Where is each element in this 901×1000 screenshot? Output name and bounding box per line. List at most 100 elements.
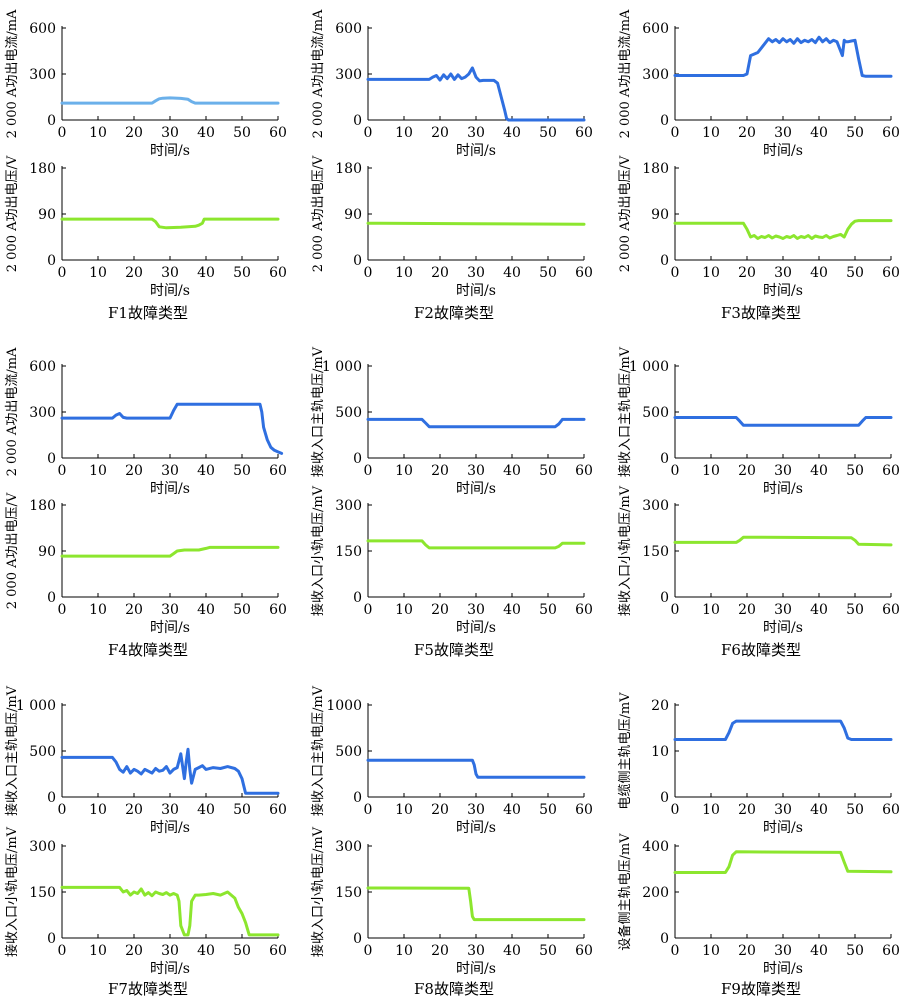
x-tick-label: 0 <box>58 802 67 818</box>
y-tick-label: 300 <box>29 67 56 83</box>
x-tick-label: 50 <box>233 265 251 281</box>
x-axis-label: 时间/s <box>763 481 803 497</box>
y-tick-label: 1 000 <box>629 359 669 375</box>
x-tick-label: 40 <box>197 802 215 818</box>
x-tick-label: 10 <box>702 463 720 479</box>
chart-f4-top: 0 300 600 0 10 20 30 40 50 60 时间/s 2 000 A功出电流/mA <box>5 347 287 497</box>
y-axis-label: 2 000 A功出电流/mA <box>311 9 326 138</box>
y-tick-label: 10 <box>651 744 669 760</box>
y-tick-label: 90 <box>651 207 669 223</box>
x-tick-label: 60 <box>575 463 593 479</box>
x-tick-label: 20 <box>738 602 756 618</box>
y-axis-label: 接收入口主轨电压/mV <box>4 685 20 816</box>
x-tick-label: 50 <box>233 602 251 618</box>
y-tick-label: 0 <box>353 113 362 129</box>
x-tick-label: 10 <box>395 463 413 479</box>
x-tick-label: 50 <box>846 125 864 141</box>
x-tick-label: 10 <box>395 602 413 618</box>
x-tick-label: 50 <box>846 265 864 281</box>
x-tick-label: 10 <box>395 125 413 141</box>
x-axis-label: 时间/s <box>763 820 803 836</box>
series-line <box>673 35 893 78</box>
chart-f2-bottom: 0 90 180 0 10 20 30 40 50 60 时间/s 2 000 A功出电压/V F2故障… <box>311 155 593 322</box>
x-tick-label: 50 <box>539 602 557 618</box>
y-tick-label: 150 <box>335 544 362 560</box>
y-tick-label: 500 <box>335 744 362 760</box>
x-tick-label: 60 <box>269 943 287 959</box>
x-tick-label: 0 <box>671 602 680 618</box>
x-tick-label: 10 <box>89 463 107 479</box>
x-tick-label: 60 <box>882 943 900 959</box>
chart-f8-top: 0 500 1000 0 10 20 30 40 50 60 时间/s 接收入口主轨电压/mV <box>310 685 593 836</box>
figure-caption: F7故障类型 <box>108 980 188 998</box>
x-tick-label: 50 <box>846 463 864 479</box>
x-tick-label: 20 <box>738 802 756 818</box>
x-tick-label: 10 <box>89 125 107 141</box>
x-tick-label: 10 <box>702 602 720 618</box>
x-tick-label: 40 <box>503 943 521 959</box>
figure-caption: F1故障类型 <box>108 304 188 322</box>
series-line <box>60 96 280 105</box>
y-tick-label: 0 <box>353 451 362 467</box>
y-tick-label: 0 <box>660 451 669 467</box>
x-tick-label: 0 <box>58 265 67 281</box>
series-line <box>673 850 893 874</box>
y-axis-label: 接收入口主轨电压/mV <box>310 685 326 816</box>
x-tick-label: 10 <box>702 265 720 281</box>
y-axis-label: 接收入口主轨电压/mV <box>310 346 326 477</box>
x-tick-label: 50 <box>233 802 251 818</box>
x-tick-label: 40 <box>810 943 828 959</box>
x-tick-label: 40 <box>197 265 215 281</box>
x-tick-label: 30 <box>161 943 179 959</box>
x-axis-label: 时间/s <box>150 283 190 299</box>
x-tick-label: 30 <box>467 265 485 281</box>
chart-f5-top: 0 500 1 000 0 10 20 30 40 50 60 时间/s 接收入口主轨电压/mV <box>310 346 593 497</box>
series-line <box>366 66 586 122</box>
y-tick-label: 0 <box>660 931 669 947</box>
x-tick-label: 40 <box>197 943 215 959</box>
series-line <box>366 417 586 429</box>
x-axis-label: 时间/s <box>150 620 190 636</box>
series-line <box>60 885 280 937</box>
y-axis-label: 2 000 A功出电压/V <box>5 492 20 609</box>
x-tick-label: 20 <box>125 125 143 141</box>
x-tick-label: 0 <box>364 265 373 281</box>
figure-caption: F3故障类型 <box>721 304 801 322</box>
x-tick-label: 60 <box>575 125 593 141</box>
y-tick-label: 0 <box>353 590 362 606</box>
x-tick-label: 0 <box>58 943 67 959</box>
x-tick-label: 60 <box>882 265 900 281</box>
x-axis-label: 时间/s <box>763 961 803 977</box>
x-tick-label: 10 <box>395 943 413 959</box>
x-tick-label: 0 <box>364 602 373 618</box>
chart-f7-bottom: 0 150 300 0 10 20 30 40 50 60 时间/s 接收入口小轨电压/mV F7故障类… <box>4 826 287 998</box>
x-tick-label: 40 <box>503 265 521 281</box>
y-tick-label: 1 000 <box>322 359 362 375</box>
x-tick-label: 30 <box>467 602 485 618</box>
chart-f1-top: 0 300 600 0 10 20 30 40 50 60 时间/s 2 000 A功出电流/mA <box>5 9 287 159</box>
y-axis-label: 设备侧主轨电压/mV <box>617 833 633 951</box>
series-line <box>673 719 893 741</box>
x-tick-label: 60 <box>575 802 593 818</box>
x-tick-label: 0 <box>58 463 67 479</box>
y-tick-label: 600 <box>29 359 56 375</box>
x-tick-label: 60 <box>269 265 287 281</box>
y-tick-label: 150 <box>642 544 669 560</box>
y-tick-label: 150 <box>335 885 362 901</box>
y-tick-label: 0 <box>660 253 669 269</box>
y-tick-label: 0 <box>47 790 56 806</box>
x-tick-label: 60 <box>882 125 900 141</box>
x-tick-label: 50 <box>846 802 864 818</box>
y-tick-label: 0 <box>660 590 669 606</box>
y-tick-label: 500 <box>29 744 56 760</box>
x-axis-label: 时间/s <box>763 620 803 636</box>
x-tick-label: 50 <box>539 463 557 479</box>
y-tick-label: 90 <box>344 207 362 223</box>
x-tick-label: 40 <box>810 802 828 818</box>
x-tick-label: 30 <box>161 125 179 141</box>
y-tick-label: 180 <box>642 161 669 177</box>
x-tick-label: 0 <box>364 802 373 818</box>
y-axis-label: 接收入口小轨电压/mV <box>617 485 633 616</box>
series-line <box>366 758 586 779</box>
y-tick-label: 300 <box>335 839 362 855</box>
